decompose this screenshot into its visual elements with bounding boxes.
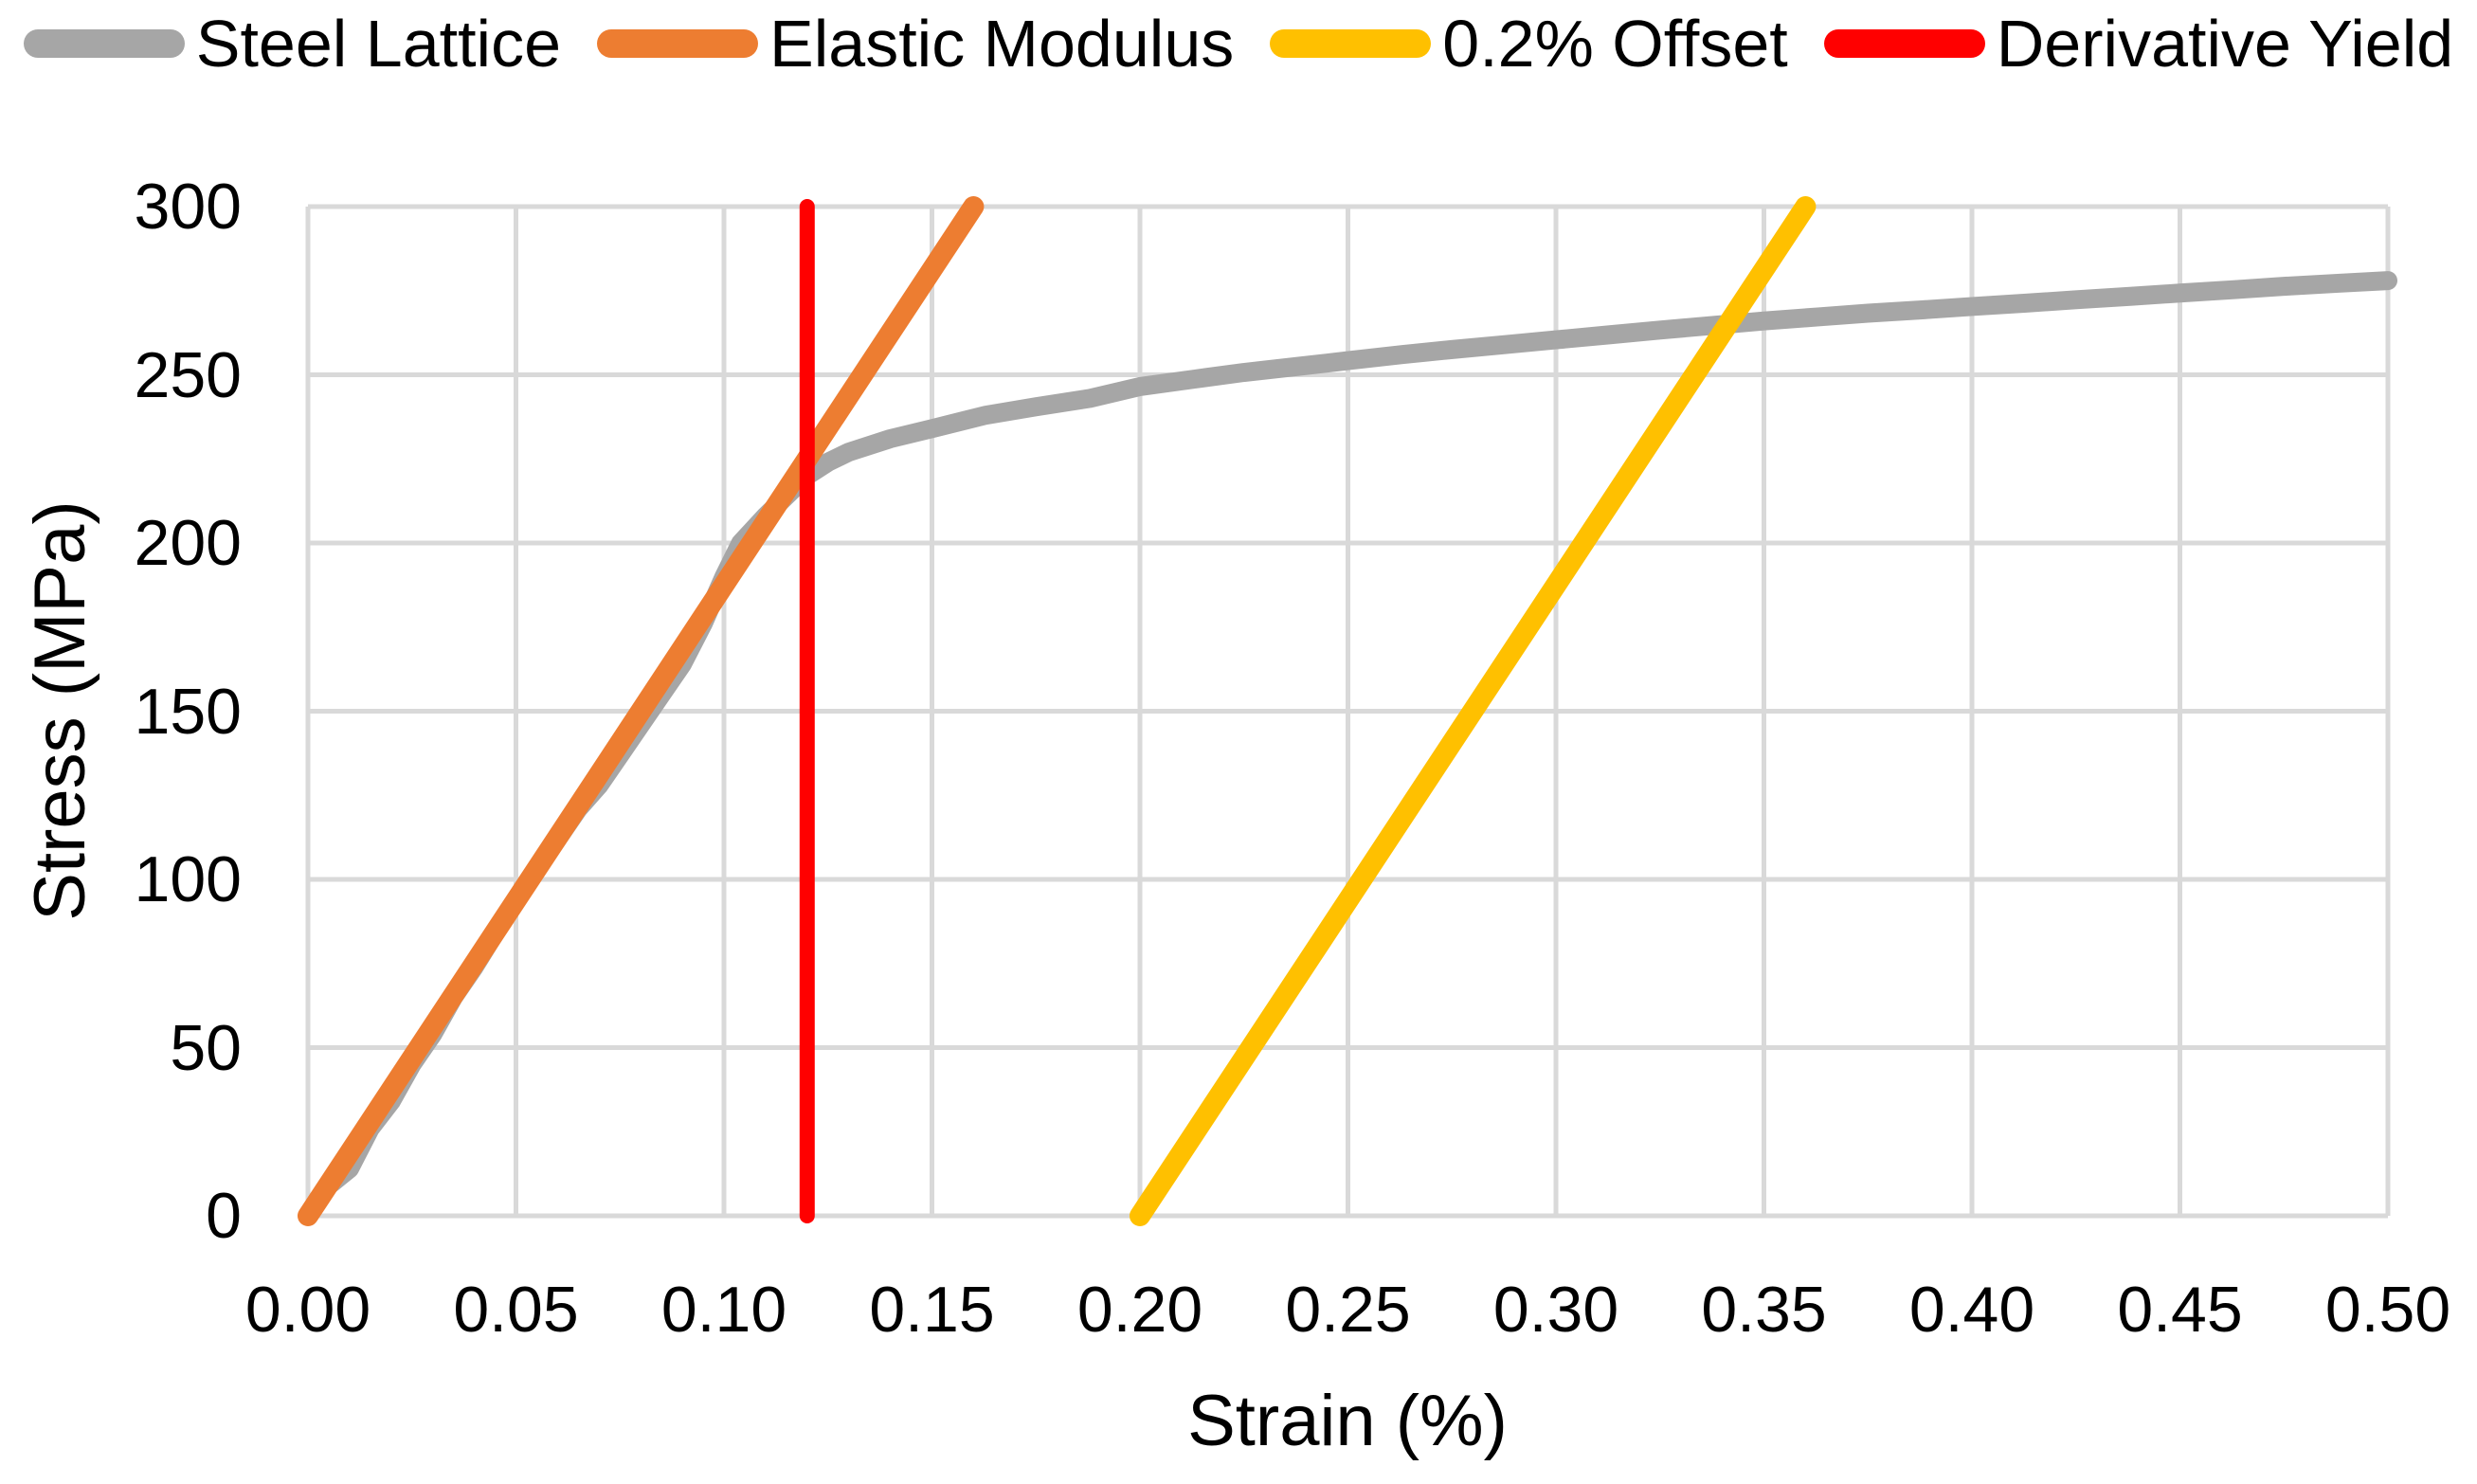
y-tick-label: 0 (206, 1180, 242, 1252)
y-tick-label: 50 (170, 1011, 242, 1084)
elastic-modulus-line-swatch-icon (597, 29, 759, 58)
legend-item-elastic-modulus: Elastic Modulus (597, 10, 1234, 77)
series-0-2-offset (1130, 196, 1817, 1226)
legend-item-steel-lattice: Steel Lattice (23, 7, 562, 81)
x-tick-label: 0.20 (1076, 1274, 1203, 1346)
x-tick-label: 0.15 (869, 1274, 995, 1346)
x-tick-label: 0.30 (1492, 1274, 1619, 1346)
x-tick-label: 0.00 (244, 1274, 371, 1346)
y-tick-label: 100 (134, 843, 242, 915)
x-tick-label: 0.45 (2117, 1274, 2243, 1346)
x-tick-label: 0.25 (1285, 1274, 1411, 1346)
legend-item-derivative-yield: Derivative Yield (1823, 7, 2454, 81)
legend-item-offset: 0.2% Offset (1270, 7, 1788, 81)
steel-lattice-line-swatch-icon (23, 29, 185, 58)
y-tick-label: 250 (134, 338, 242, 411)
gridlines (305, 204, 2391, 1219)
y-tick-label: 200 (134, 507, 242, 579)
series-elastic-modulus (298, 196, 985, 1226)
legend-label: Steel Lattice (195, 7, 562, 81)
chart-legend: Steel Lattice Elastic Modulus 0.2% Offse… (0, 0, 2477, 87)
x-axis-title: Strain (%) (1187, 1381, 1508, 1461)
x-tick-label: 0.10 (660, 1274, 787, 1346)
legend-label: 0.2% Offset (1442, 7, 1788, 81)
x-tick-label: 0.40 (1908, 1274, 2035, 1346)
legend-label: Elastic Modulus (769, 7, 1235, 81)
y-tick-label: 300 (134, 171, 242, 243)
x-tick-label: 0.35 (1701, 1274, 1827, 1346)
plot-area (298, 196, 2397, 1226)
legend-label: Derivative Yield (1996, 7, 2454, 81)
x-tick-label: 0.50 (2324, 1274, 2451, 1346)
offset-line-swatch-icon (1270, 29, 1432, 58)
y-tick-label: 150 (134, 675, 242, 748)
derivative-yield-line-swatch-icon (1823, 29, 1985, 58)
x-tick-label: 0.05 (453, 1274, 579, 1346)
